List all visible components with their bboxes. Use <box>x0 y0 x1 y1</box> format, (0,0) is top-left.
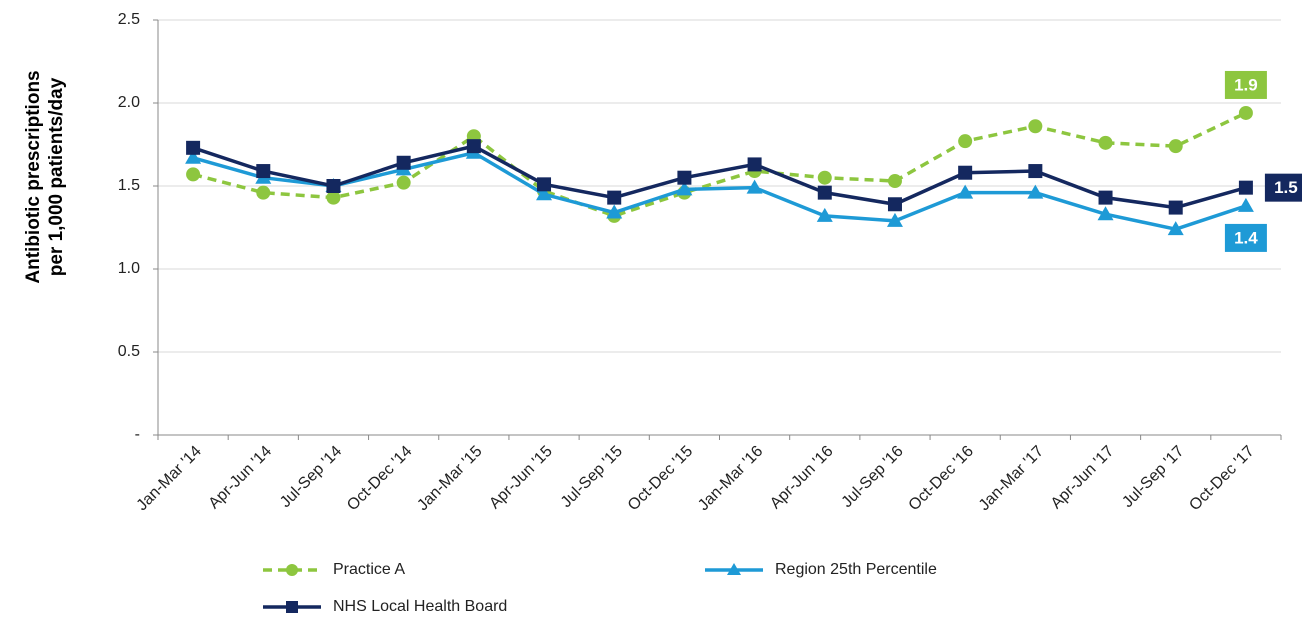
point <box>747 157 762 172</box>
point <box>607 190 622 205</box>
series-line <box>192 144 1247 210</box>
legend-marker <box>286 601 298 613</box>
legend-marker <box>286 564 298 576</box>
point <box>1167 221 1184 236</box>
point <box>466 139 481 154</box>
legend-label: NHS Local Health Board <box>333 598 507 615</box>
x-tick-label: Jan-Mar '15 <box>414 443 485 514</box>
point <box>256 164 271 179</box>
x-tick-label: Jul-Sep '14 <box>277 443 345 511</box>
point <box>816 207 833 222</box>
legend-marker <box>727 563 741 575</box>
x-tick-label: Jul-Sep '15 <box>558 443 626 511</box>
value-label: 1.9 <box>1234 75 1258 94</box>
value-label: 1.5 <box>1274 178 1298 197</box>
y-tick-label: 2.0 <box>118 94 140 111</box>
point <box>326 190 341 205</box>
point <box>1098 135 1113 150</box>
point <box>1028 119 1043 134</box>
x-tick-label: Jul-Sep '16 <box>839 443 907 511</box>
point <box>887 197 902 212</box>
point <box>537 177 552 192</box>
point <box>817 170 832 185</box>
point <box>606 204 623 219</box>
x-tick-label: Oct-Dec '16 <box>906 443 977 514</box>
point <box>1238 105 1253 120</box>
y-tick-label: 0.5 <box>118 343 140 360</box>
legend-label: Region 25th Percentile <box>775 561 937 578</box>
x-tick-label: Jan-Mar '16 <box>695 443 766 514</box>
x-tick-label: Apr-Jun '14 <box>206 443 276 513</box>
point <box>957 184 974 199</box>
x-tick-label: Oct-Dec '17 <box>1186 443 1257 514</box>
y-tick-label: 1.5 <box>118 177 140 194</box>
point <box>1027 184 1044 199</box>
x-tick-label: Oct-Dec '14 <box>344 443 415 514</box>
point <box>1028 164 1043 179</box>
value-label: 1.4 <box>1234 228 1258 247</box>
point <box>396 175 411 190</box>
legend-label: Practice A <box>333 561 405 578</box>
value-label-box <box>1224 223 1267 252</box>
point <box>677 170 692 185</box>
point <box>886 212 903 227</box>
point <box>1098 190 1113 205</box>
x-tick-label: Jan-Mar '14 <box>133 443 204 514</box>
y-axis-title: Antibiotic prescriptions <box>23 70 44 283</box>
point <box>817 185 832 200</box>
x-tick-label: Jul-Sep '17 <box>1119 443 1187 511</box>
x-tick-label: Apr-Jun '17 <box>1048 443 1118 513</box>
point <box>746 179 763 194</box>
y-axis-title: per 1,000 patients/day <box>46 77 67 276</box>
value-label-box <box>1224 70 1267 99</box>
x-tick-label: Apr-Jun '15 <box>486 443 556 513</box>
series-line <box>192 111 1247 218</box>
point <box>1237 197 1254 212</box>
point <box>1168 200 1183 215</box>
point <box>536 186 553 201</box>
point <box>676 181 693 196</box>
x-tick-label: Jan-Mar '17 <box>976 443 1047 514</box>
point <box>1168 139 1183 154</box>
y-tick-label: 1.0 <box>118 260 140 277</box>
point <box>186 140 201 155</box>
point <box>326 179 341 193</box>
point <box>1097 206 1114 221</box>
x-tick-label: Oct-Dec '15 <box>625 443 696 514</box>
point <box>185 149 202 164</box>
point <box>396 155 411 170</box>
value-label-box <box>1264 173 1302 202</box>
point <box>256 185 271 200</box>
x-tick-label: Apr-Jun '16 <box>767 443 837 513</box>
point <box>1238 180 1253 195</box>
y-tick-label: - <box>135 426 140 443</box>
y-tick-label: 2.5 <box>118 11 140 28</box>
series-line <box>192 150 1247 231</box>
point <box>887 174 902 189</box>
point <box>186 167 201 182</box>
point <box>958 134 973 149</box>
point <box>958 165 973 180</box>
